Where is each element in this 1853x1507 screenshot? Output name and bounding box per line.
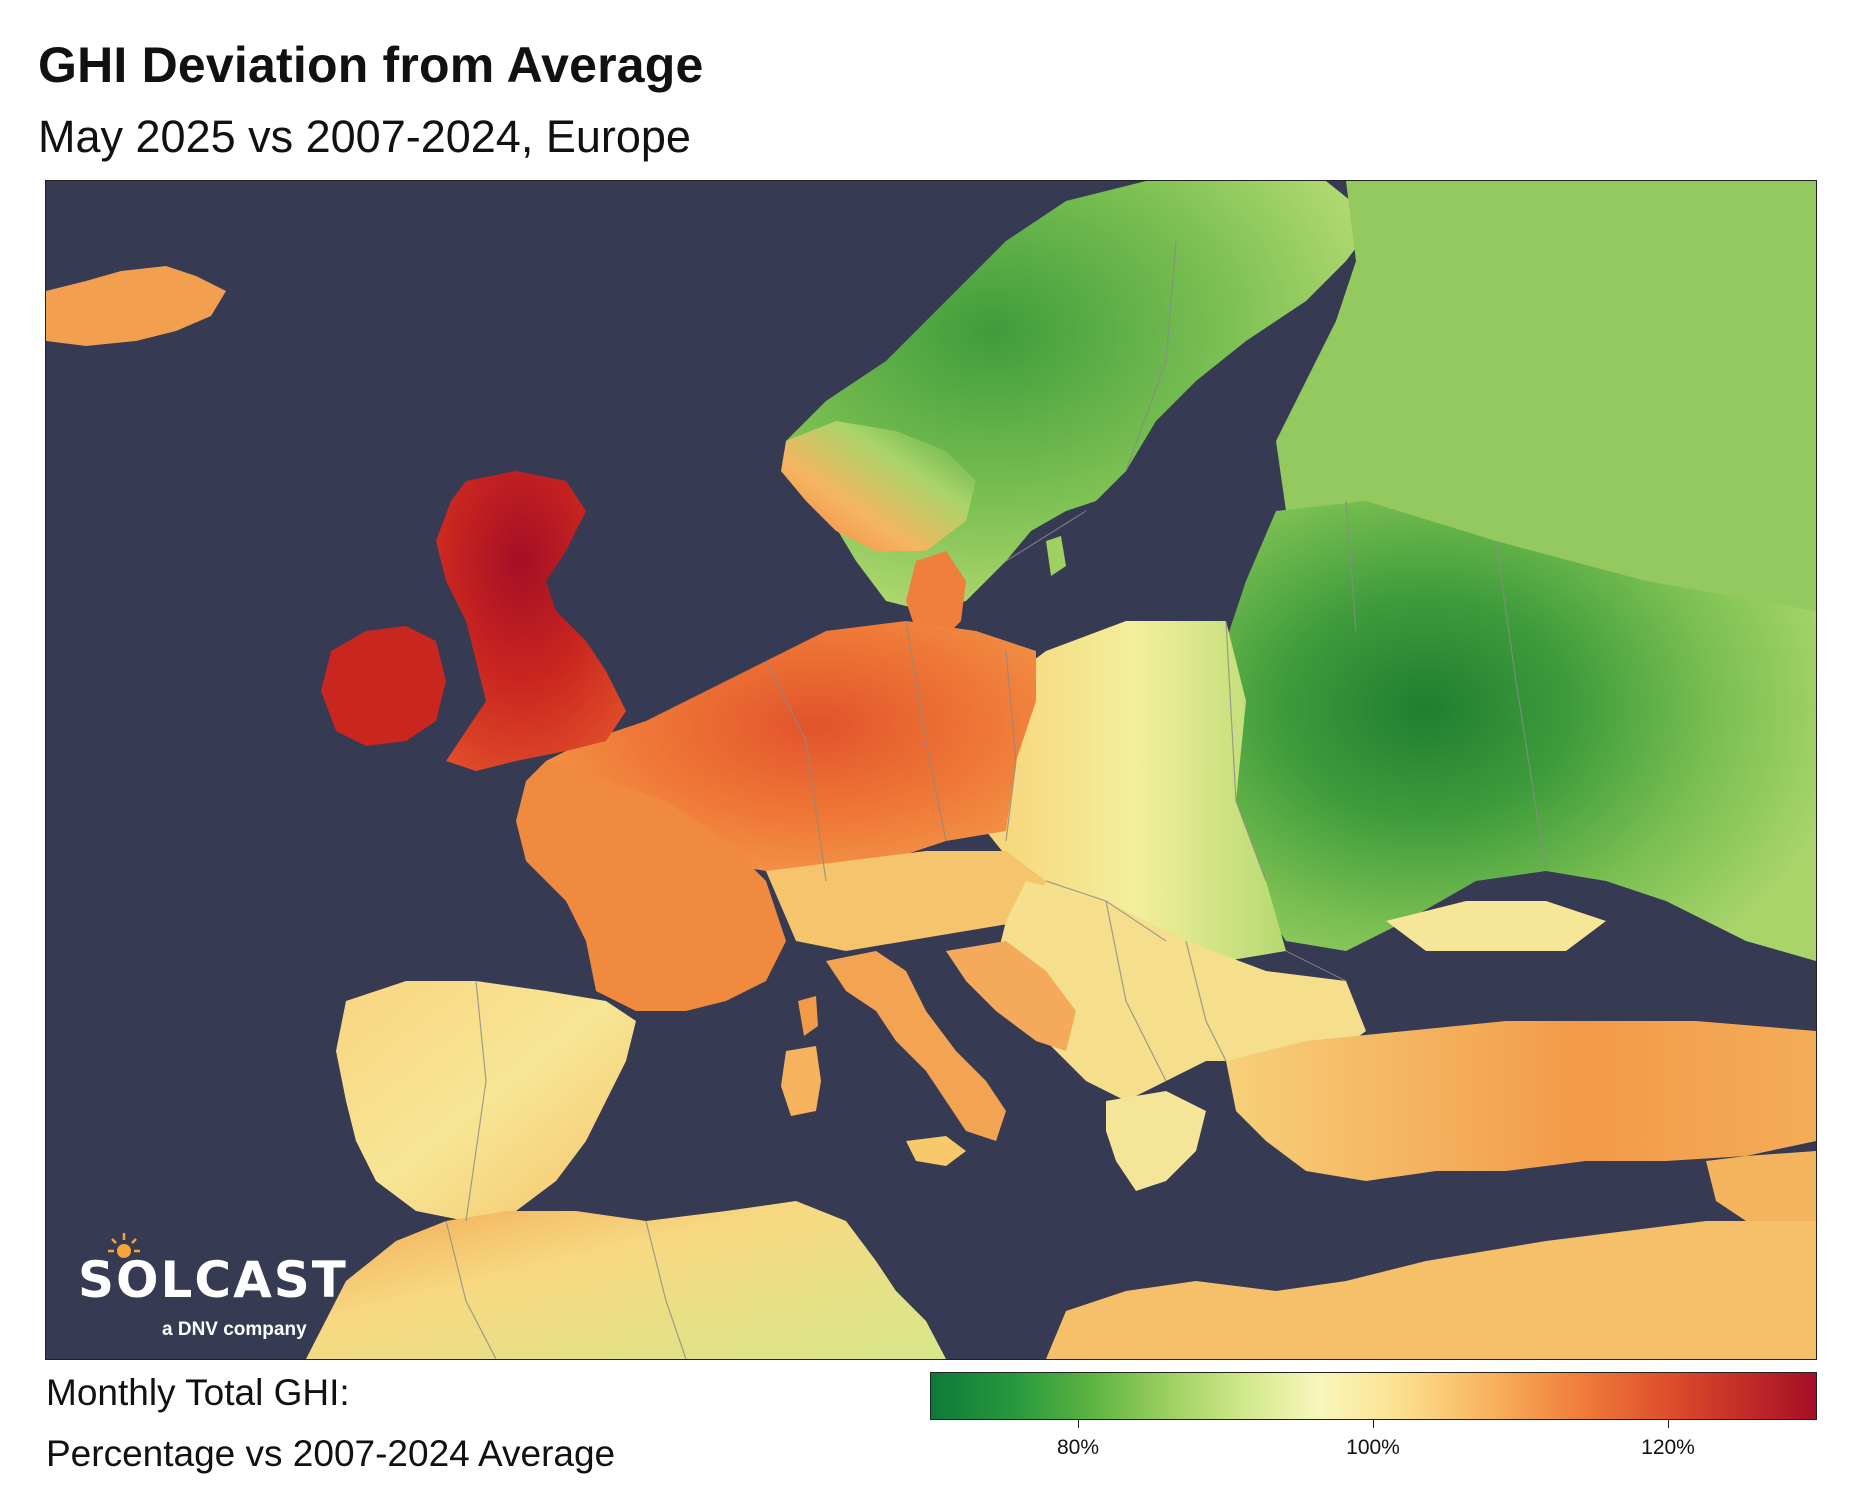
central-east-region bbox=[986, 621, 1286, 961]
corsica-region bbox=[798, 996, 818, 1036]
alps-region bbox=[766, 851, 1046, 951]
chart-subtitle: May 2025 vs 2007-2024, Europe bbox=[38, 111, 691, 162]
legend-label-line1: Monthly Total GHI: bbox=[46, 1372, 350, 1413]
crimea-region bbox=[1386, 901, 1606, 951]
libya-egypt-region bbox=[1046, 1221, 1816, 1359]
europe-map[interactable]: SOLCAST a DNV company bbox=[45, 180, 1817, 1360]
greece-region bbox=[1106, 1091, 1206, 1191]
country-borders bbox=[445, 240, 1547, 1359]
colorbar bbox=[930, 1372, 1817, 1420]
north-africa-region bbox=[306, 1201, 946, 1359]
eastern-europe-region bbox=[1216, 501, 1816, 961]
map-canvas bbox=[46, 181, 1816, 1359]
logo-tagline: a DNV company bbox=[162, 1319, 307, 1340]
croatia-region bbox=[946, 941, 1076, 1051]
colorbar-tick-80 bbox=[1078, 1420, 1079, 1428]
iceland-region bbox=[46, 266, 226, 346]
solcast-logo: SOLCAST a DNV company bbox=[78, 1231, 346, 1341]
sardinia-region bbox=[781, 1046, 821, 1116]
turkey-region bbox=[1226, 1021, 1816, 1181]
chart-title: GHI Deviation from Average bbox=[38, 37, 704, 93]
southern-norway-region bbox=[781, 421, 976, 551]
sun-icon bbox=[108, 1233, 140, 1258]
colorbar-tick-120 bbox=[1668, 1420, 1669, 1428]
sicily-region bbox=[906, 1136, 966, 1166]
iberia-region bbox=[336, 981, 636, 1221]
colorbar-tick-100 bbox=[1373, 1420, 1374, 1428]
denmark-region bbox=[906, 551, 966, 641]
france-region bbox=[516, 761, 786, 1011]
italy-region bbox=[826, 951, 1006, 1141]
balkans-region bbox=[996, 881, 1366, 1101]
logo-wordmark: SOLCAST bbox=[78, 1251, 348, 1309]
legend-label-line2: Percentage vs 2007-2024 Average bbox=[46, 1433, 616, 1474]
gotland-island bbox=[1046, 536, 1066, 576]
ireland-region bbox=[321, 626, 446, 746]
great-britain-region bbox=[436, 471, 626, 771]
colorbar-tick-label-100: 100% bbox=[1346, 1436, 1400, 1459]
levant-region bbox=[1706, 1151, 1816, 1221]
colorbar-tick-label-80: 80% bbox=[1056, 1436, 1100, 1459]
colorbar-tick-label-120: 120% bbox=[1641, 1436, 1695, 1459]
